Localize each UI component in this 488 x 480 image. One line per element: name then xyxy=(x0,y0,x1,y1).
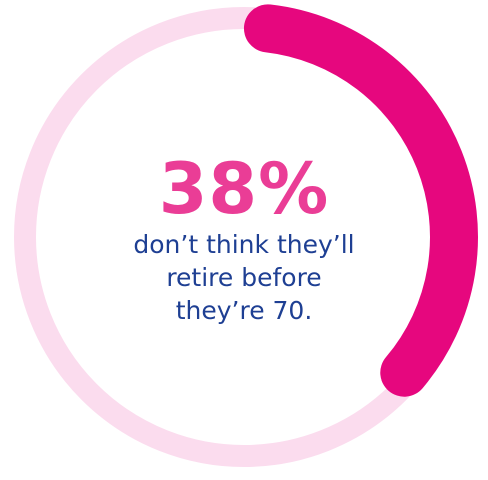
center-label: 38% don’t think they’ll retire before th… xyxy=(64,150,424,327)
caption-line-1: don’t think they’ll xyxy=(133,230,355,259)
caption-line-2: retire before xyxy=(166,263,322,292)
headline-percent: 38% xyxy=(158,148,330,230)
caption-line-3: they’re 70. xyxy=(175,296,313,325)
headline-caption: don’t think they’ll retire before they’r… xyxy=(64,228,424,327)
donut-value-slice xyxy=(243,4,478,397)
